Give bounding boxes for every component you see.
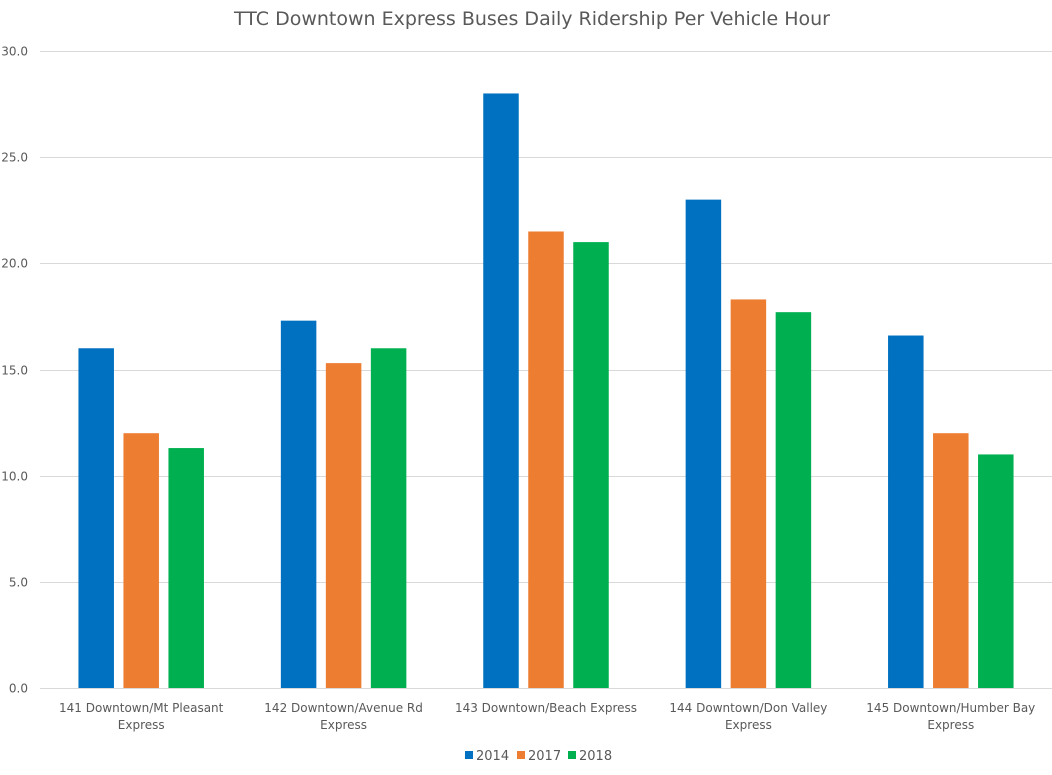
x-tick-label: 144 Downtown/Don Valley — [669, 701, 827, 715]
legend: 2014 2017 2018 — [465, 749, 612, 764]
x-tick-label: Express — [725, 718, 772, 732]
bar-2017-cat-5 — [933, 433, 969, 688]
bars — [78, 93, 1014, 688]
x-tick-label: 143 Downtown/Beach Express — [455, 701, 637, 715]
y-axis-ticks: 0.0 5.0 10.0 15.0 20.0 25.0 30.0 — [1, 45, 28, 696]
x-tick-label: 141 Downtown/Mt Pleasant — [59, 701, 224, 715]
bar-2018-cat-4 — [775, 312, 812, 688]
y-tick-label: 15.0 — [1, 364, 28, 378]
legend-label-2014: 2014 — [476, 749, 509, 764]
x-tick-label: 145 Downtown/Humber Bay — [866, 701, 1035, 715]
y-tick-label: 30.0 — [1, 45, 28, 59]
bar-2014-cat-3 — [483, 93, 519, 688]
bar-2018-cat-3 — [573, 242, 609, 688]
y-tick-label: 25.0 — [1, 151, 28, 165]
y-tick-label: 5.0 — [9, 576, 28, 590]
legend-swatch-2018 — [568, 751, 576, 759]
bar-2017-cat-4 — [730, 299, 767, 688]
bar-2017-cat-1 — [123, 433, 159, 688]
bar-2014-cat-1 — [78, 348, 114, 688]
legend-swatch-2014 — [465, 751, 473, 759]
bar-2017-cat-3 — [528, 231, 564, 688]
bar-2014-cat-4 — [685, 199, 722, 688]
legend-label-2017: 2017 — [528, 749, 561, 764]
y-tick-label: 10.0 — [1, 470, 28, 484]
legend-swatch-2017 — [517, 751, 525, 759]
x-tick-label: Express — [118, 718, 165, 732]
bar-2018-cat-5 — [978, 454, 1014, 688]
x-axis-labels: 141 Downtown/Mt Pleasant Express 142 Downt… — [59, 701, 1035, 732]
chart-title: TTC Downtown Express Buses Daily Ridersh… — [233, 8, 830, 30]
x-tick-label: 142 Downtown/Avenue Rd — [264, 701, 423, 715]
bar-2014-cat-5 — [888, 335, 924, 688]
y-tick-label: 0.0 — [9, 682, 28, 696]
x-tick-label: Express — [320, 718, 367, 732]
bar-2018-cat-1 — [168, 448, 204, 688]
bar-2018-cat-2 — [370, 348, 407, 688]
bar-2017-cat-2 — [325, 363, 362, 688]
y-tick-label: 20.0 — [1, 257, 28, 271]
bar-2014-cat-2 — [280, 320, 317, 688]
x-tick-label: Express — [927, 718, 974, 732]
legend-label-2018: 2018 — [579, 749, 612, 764]
